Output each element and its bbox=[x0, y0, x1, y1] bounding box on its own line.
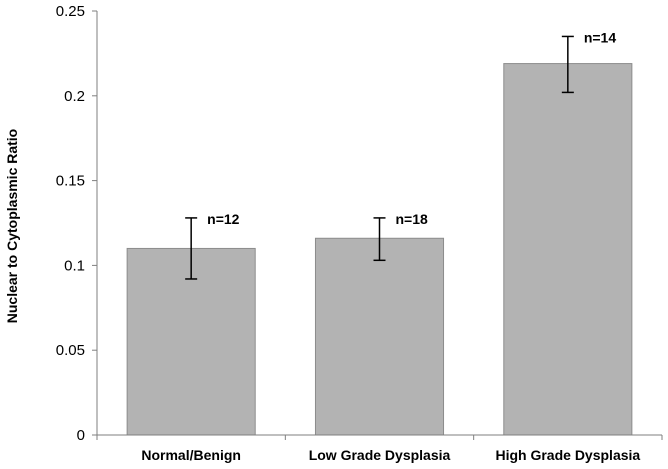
y-tick-label: 0.25 bbox=[56, 3, 85, 20]
y-axis-title: Nuclear to Cytoplasmic Ratio bbox=[4, 129, 20, 324]
data-label: n=14 bbox=[584, 29, 617, 45]
x-tick-label: High Grade Dysplasia bbox=[495, 447, 640, 463]
y-axis: 0 0.05 0.1 0.15 0.2 0.25 bbox=[56, 3, 98, 444]
x-axis: Normal/Benign Low Grade Dysplasia High Gra… bbox=[96, 434, 663, 463]
bar bbox=[314, 237, 445, 436]
x-tick-label: Low Grade Dysplasia bbox=[309, 447, 451, 463]
y-tick-label: 0.2 bbox=[64, 88, 85, 105]
bars bbox=[126, 63, 633, 436]
error-bar bbox=[373, 217, 386, 262]
y-tick-label: 0.15 bbox=[56, 173, 85, 190]
y-tick-label: 0.05 bbox=[56, 342, 85, 359]
y-tick-label: 0.1 bbox=[64, 257, 85, 274]
data-labels: n=12 n=18 n=14 bbox=[207, 29, 616, 226]
y-tick-label: 0 bbox=[77, 427, 85, 444]
data-label: n=18 bbox=[396, 211, 429, 227]
error-bar bbox=[561, 35, 574, 94]
bar bbox=[503, 63, 633, 436]
x-tick-label: Normal/Benign bbox=[141, 447, 241, 463]
data-label: n=12 bbox=[207, 211, 240, 227]
error-bar bbox=[185, 217, 198, 280]
error-bars bbox=[185, 35, 574, 280]
